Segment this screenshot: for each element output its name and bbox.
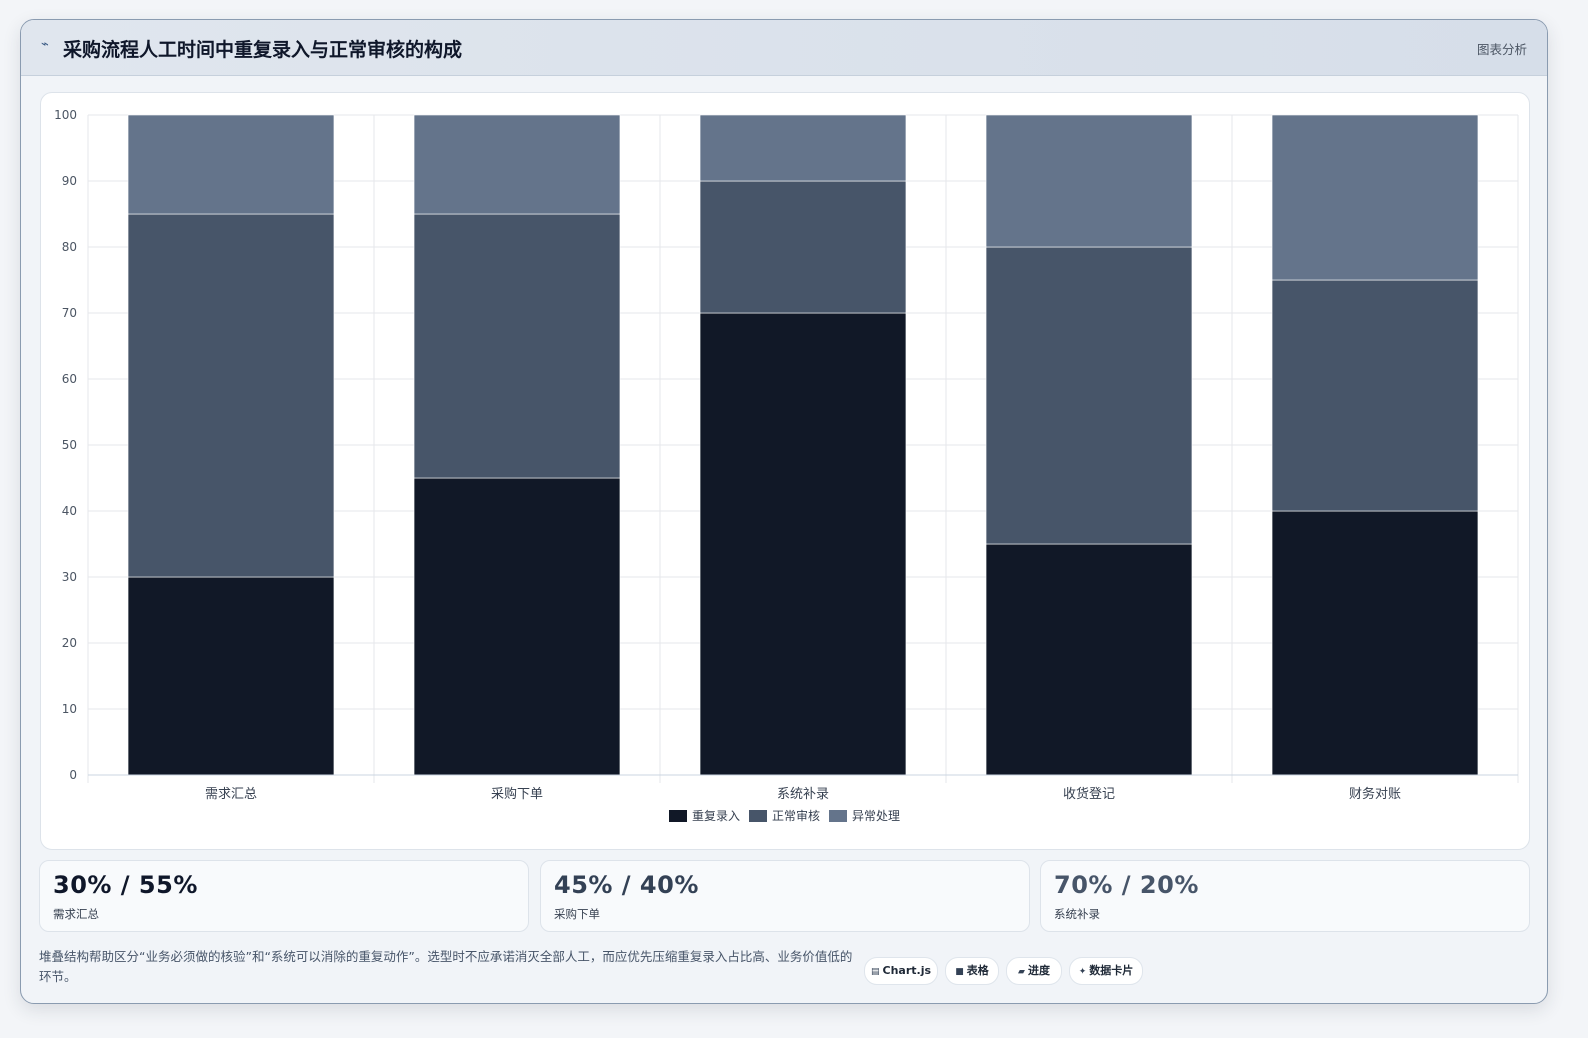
footer-note: 堆叠结构帮助区分“业务必须做的核验”和“系统可以消除的重复动作”。选型时不应承诺… [39, 949, 853, 984]
chip-label: 表格 [966, 964, 989, 977]
bar-segment [1271, 114, 1479, 281]
bar-segment [127, 576, 335, 776]
bar-segment [413, 114, 621, 215]
bar-segment [127, 213, 335, 578]
bar-segment [985, 246, 1193, 545]
y-tick-label: 0 [69, 768, 77, 782]
y-tick-label: 90 [62, 174, 77, 188]
stat-value: 70% / 20% [1054, 871, 1199, 899]
x-tick-label: 财务对账 [1349, 786, 1401, 802]
stat-card-1: 30% / 55% 需求汇总 [39, 860, 529, 932]
progress-icon: ▰ [1018, 967, 1025, 977]
x-tick-label: 收货登记 [1063, 786, 1115, 802]
card-header: ⌁ 采购流程人工时间中重复录入与正常审核的构成 图表分析 [21, 20, 1547, 76]
stat-card-2: 45% / 40% 采购下单 [540, 860, 1030, 932]
bar-segment [985, 543, 1193, 776]
bar-segment [699, 312, 907, 776]
stat-label: 需求汇总 [53, 907, 99, 921]
y-tick-label: 50 [62, 438, 77, 452]
page-title: 采购流程人工时间中重复录入与正常审核的构成 [63, 39, 463, 61]
chart-analysis-tag[interactable]: 图表分析 [1476, 42, 1527, 57]
chip-chartjs[interactable]: ▤ Chart.js [864, 957, 938, 985]
chip-label: Chart.js [882, 964, 932, 977]
legend-label: 正常审核 [772, 808, 820, 823]
stat-label: 系统补录 [1054, 907, 1100, 921]
chip-label: 进度 [1027, 964, 1050, 977]
y-tick-label: 60 [62, 372, 77, 386]
legend-label: 异常处理 [852, 809, 900, 823]
bar-segment [985, 114, 1193, 248]
chart-icon: ▤ [870, 967, 880, 977]
y-tick-label: 20 [62, 636, 77, 650]
legend-swatch [669, 810, 687, 822]
stat-label: 采购下单 [554, 907, 600, 921]
bar-segment [413, 477, 621, 776]
bar-segment [699, 180, 907, 314]
chip-progress[interactable]: ▰ 进度 [1006, 957, 1062, 985]
stacked-bar-chart: 0 10 20 30 40 50 60 70 80 90 100 需求汇总 采购下单 系统补录 收货登记 财务… [54, 108, 1519, 823]
legend-swatch [829, 810, 847, 822]
chart-card: ⌁ 采购流程人工时间中重复录入与正常审核的构成 图表分析 0 10 20 30 40 50… [20, 19, 1548, 1004]
pulse-icon: ⌁ [41, 37, 49, 52]
x-tick-label: 系统补录 [777, 787, 829, 802]
stat-value: 45% / 40% [554, 871, 699, 899]
legend-label: 重复录入 [692, 809, 740, 823]
legend-swatch [749, 810, 767, 822]
chip-data-card[interactable]: ✦ 数据卡片 [1069, 957, 1143, 985]
bar-segment [1271, 510, 1479, 776]
y-tick-label: 70 [62, 306, 77, 320]
x-tick-label: 采购下单 [491, 786, 543, 802]
bar-segment [127, 114, 335, 215]
table-icon: ■ [955, 967, 964, 977]
y-tick-label: 100 [54, 108, 77, 122]
y-tick-label: 80 [62, 240, 77, 254]
y-tick-label: 30 [62, 570, 77, 584]
bar-segment [413, 213, 621, 479]
stat-card-3: 70% / 20% 系统补录 [1040, 860, 1530, 932]
y-tick-label: 40 [62, 504, 77, 518]
chip-label: 数据卡片 [1089, 964, 1134, 977]
y-tick-label: 10 [62, 702, 77, 716]
card-icon: ✦ [1078, 967, 1087, 977]
chart-panel: 0 10 20 30 40 50 60 70 80 90 100 需求汇总 采购下单 系统补录 收货登记 财务… [40, 92, 1530, 850]
chip-table[interactable]: ■ 表格 [945, 957, 999, 985]
x-tick-label: 需求汇总 [205, 787, 257, 802]
bar-segment [699, 114, 907, 182]
stat-value: 30% / 55% [53, 871, 198, 899]
bar-segment [1271, 279, 1479, 512]
